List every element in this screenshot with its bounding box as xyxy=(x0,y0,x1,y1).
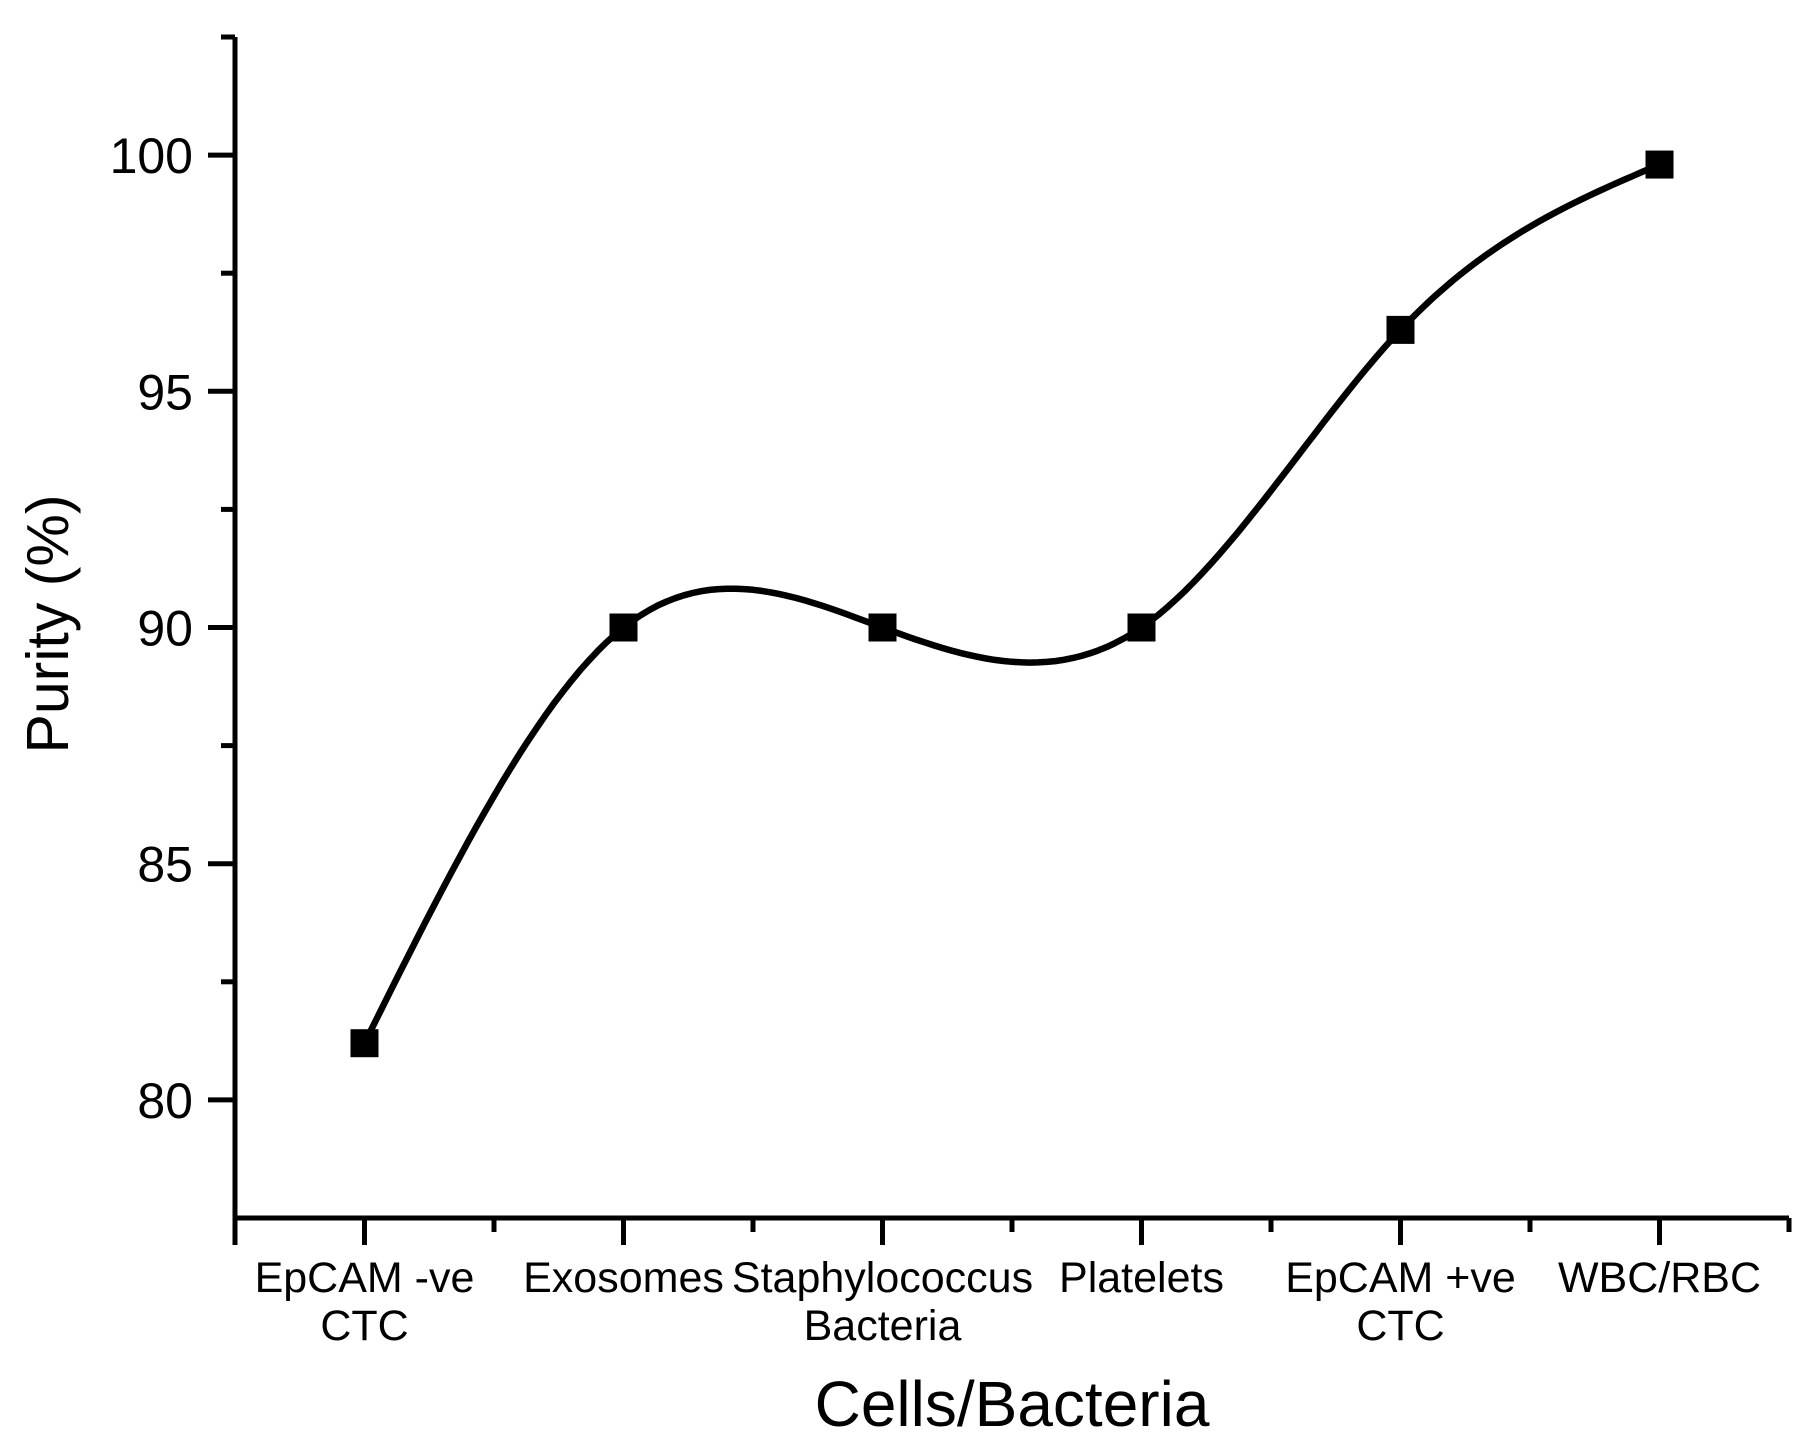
x-tick-label: Bacteria xyxy=(804,1302,962,1350)
data-point-marker xyxy=(609,613,638,642)
x-tick-label: Platelets xyxy=(1059,1254,1224,1302)
x-tick-label: CTC xyxy=(320,1302,408,1350)
x-tick-label: Exosomes xyxy=(523,1254,724,1302)
x-tick-label: EpCAM -ve xyxy=(255,1254,475,1302)
x-tick-label: CTC xyxy=(1356,1302,1444,1350)
y-tick-label: 100 xyxy=(110,128,193,184)
x-tick-label: Staphylococcus xyxy=(732,1254,1033,1302)
y-tick-label: 95 xyxy=(137,364,193,420)
x-axis-title: Cells/Bacteria xyxy=(814,1368,1210,1440)
data-point-marker xyxy=(868,613,897,642)
data-point-marker xyxy=(1127,613,1156,642)
x-tick-label: EpCAM +ve xyxy=(1285,1254,1516,1302)
y-tick-label: 85 xyxy=(137,837,193,893)
data-curve xyxy=(361,161,1663,1047)
y-tick-label: 80 xyxy=(137,1073,193,1129)
x-tick-label: WBC/RBC xyxy=(1558,1254,1761,1302)
data-point-marker xyxy=(350,1029,379,1058)
y-axis-title: Purity (%) xyxy=(15,494,81,754)
y-tick-label: 90 xyxy=(137,601,193,657)
data-point-marker xyxy=(1645,150,1674,179)
data-point-marker xyxy=(1386,315,1415,344)
